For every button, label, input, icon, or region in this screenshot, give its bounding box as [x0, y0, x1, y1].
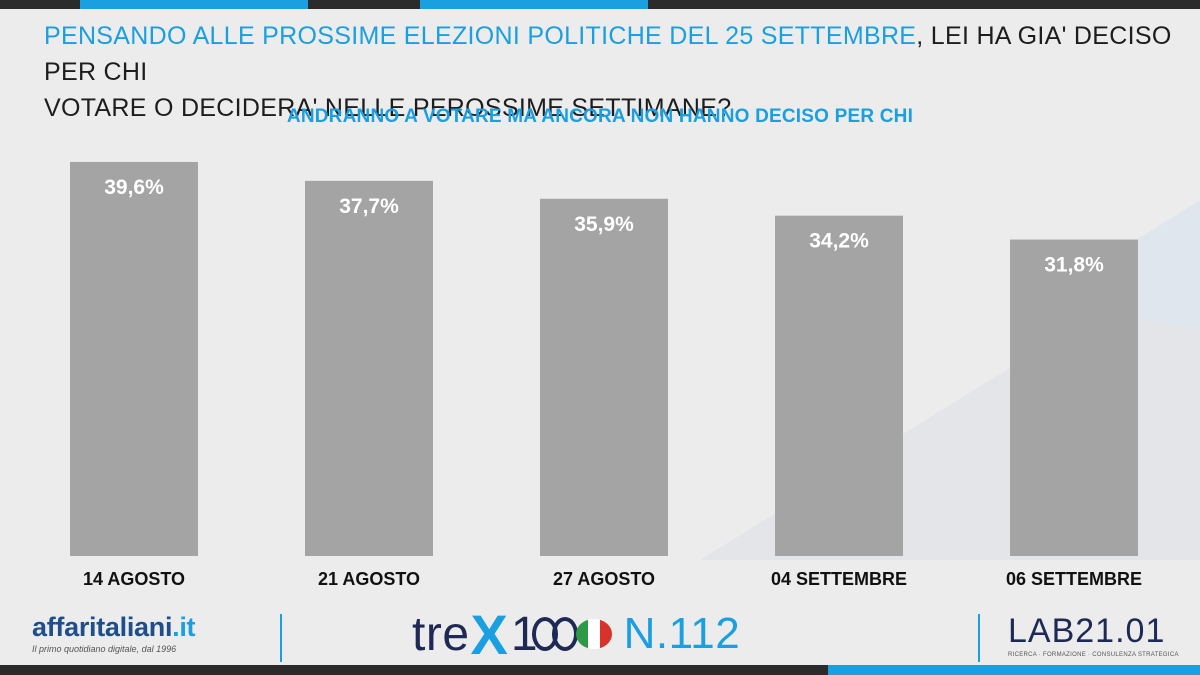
lab2101-logo: LAB21.01 RICERCA · FORMAZIONE · CONSULEN…	[1008, 612, 1179, 658]
category-label: 06 SETTEMBRE	[1006, 569, 1142, 589]
issue-number: N.112	[623, 609, 741, 658]
logo-tagline: Il primo quotidiano digitale, dal 1996	[32, 644, 177, 654]
bar-value-label: 39,6%	[104, 176, 164, 199]
bar-value-label: 37,7%	[339, 195, 399, 218]
italian-flag-icon	[575, 619, 612, 649]
bottom-band	[0, 665, 1200, 675]
lab-name: LAB21.01	[1008, 612, 1166, 650]
bar-4	[775, 215, 903, 556]
bar-value-label: 31,8%	[1044, 254, 1104, 277]
footer-divider	[280, 614, 282, 662]
trex-x: X	[470, 602, 508, 666]
ring-icon	[551, 617, 578, 651]
question-highlight: PENSANDO ALLE PROSSIME ELEZIONI POLITICH…	[44, 22, 917, 50]
top-accent-stripe	[420, 0, 648, 9]
lab-tagline: RICERCA · FORMAZIONE · CONSULENZA STRATE…	[1008, 652, 1179, 658]
top-accent-stripe	[80, 0, 308, 9]
question-text: PENSANDO ALLE PROSSIME ELEZIONI POLITICH…	[44, 18, 1174, 126]
category-label: 21 AGOSTO	[318, 569, 420, 589]
bar-chart: 39,6% 14 AGOSTO 37,7% 21 AGOSTO 35,9% 27 AGOS…	[70, 161, 1142, 589]
bar-value-label: 35,9%	[574, 213, 634, 236]
category-label: 04 SETTEMBRE	[771, 569, 907, 589]
question-line-2: VOTARE O DECIDERA' NELLE PEROSSIME SETTI…	[44, 94, 732, 122]
bar-3	[540, 198, 668, 556]
bottom-accent-stripe	[828, 665, 1200, 675]
question-rest: , LEI HA GIA' DECISO PER CHI	[44, 22, 1172, 86]
bar-5	[1010, 239, 1138, 556]
trex-digits: 1	[511, 607, 612, 662]
affaritaliani-logo: affaritaliani.it Il primo quotidiano dig…	[32, 612, 196, 654]
bar-1	[70, 161, 198, 556]
category-label: 14 AGOSTO	[83, 569, 185, 589]
trex1000-logo: tre X 1 N.112	[412, 602, 741, 666]
bar-2	[305, 180, 433, 556]
chart-title: ANDRANNO A VOTARE MA ANCORA NON HANNO DE…	[286, 106, 914, 127]
bar-value-label: 34,2%	[809, 230, 869, 253]
logo-suffix: .it	[172, 612, 196, 642]
category-label: 27 AGOSTO	[553, 569, 655, 589]
trex-word: tre	[412, 607, 470, 661]
logo-name: affaritaliani	[32, 612, 173, 642]
footer-divider	[978, 614, 980, 662]
